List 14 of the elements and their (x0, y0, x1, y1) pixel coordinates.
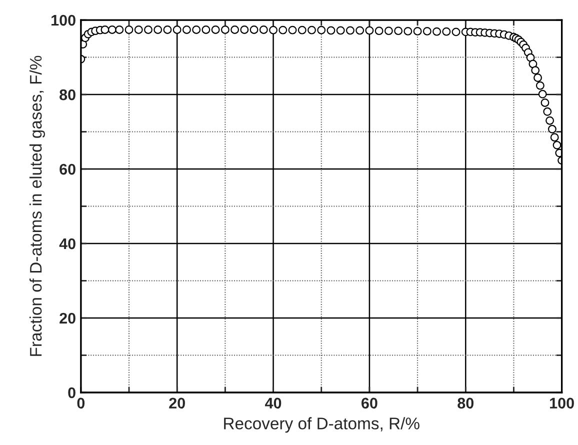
y-tick-label: 20 (60, 312, 76, 324)
x-tick-label: 20 (169, 398, 185, 409)
x-tick-label: 0 (77, 398, 85, 409)
x-tick-label: 80 (458, 398, 474, 409)
y-tick-label: 100 (52, 14, 76, 26)
x-tick-label: 60 (362, 398, 378, 409)
x-axis-title: Recovery of D-atoms, R/% (224, 417, 420, 433)
y-tick-label: 80 (60, 89, 76, 100)
y-tick-label: 0 (68, 387, 76, 398)
y-tick-label: 60 (60, 164, 76, 175)
y-axis-title: Fraction of D-atoms in eluted gases, F/% (29, 56, 46, 356)
x-tick-label: 40 (265, 398, 282, 409)
x-tick-label: 100 (550, 398, 574, 409)
y-tick-label: 40 (59, 238, 76, 250)
